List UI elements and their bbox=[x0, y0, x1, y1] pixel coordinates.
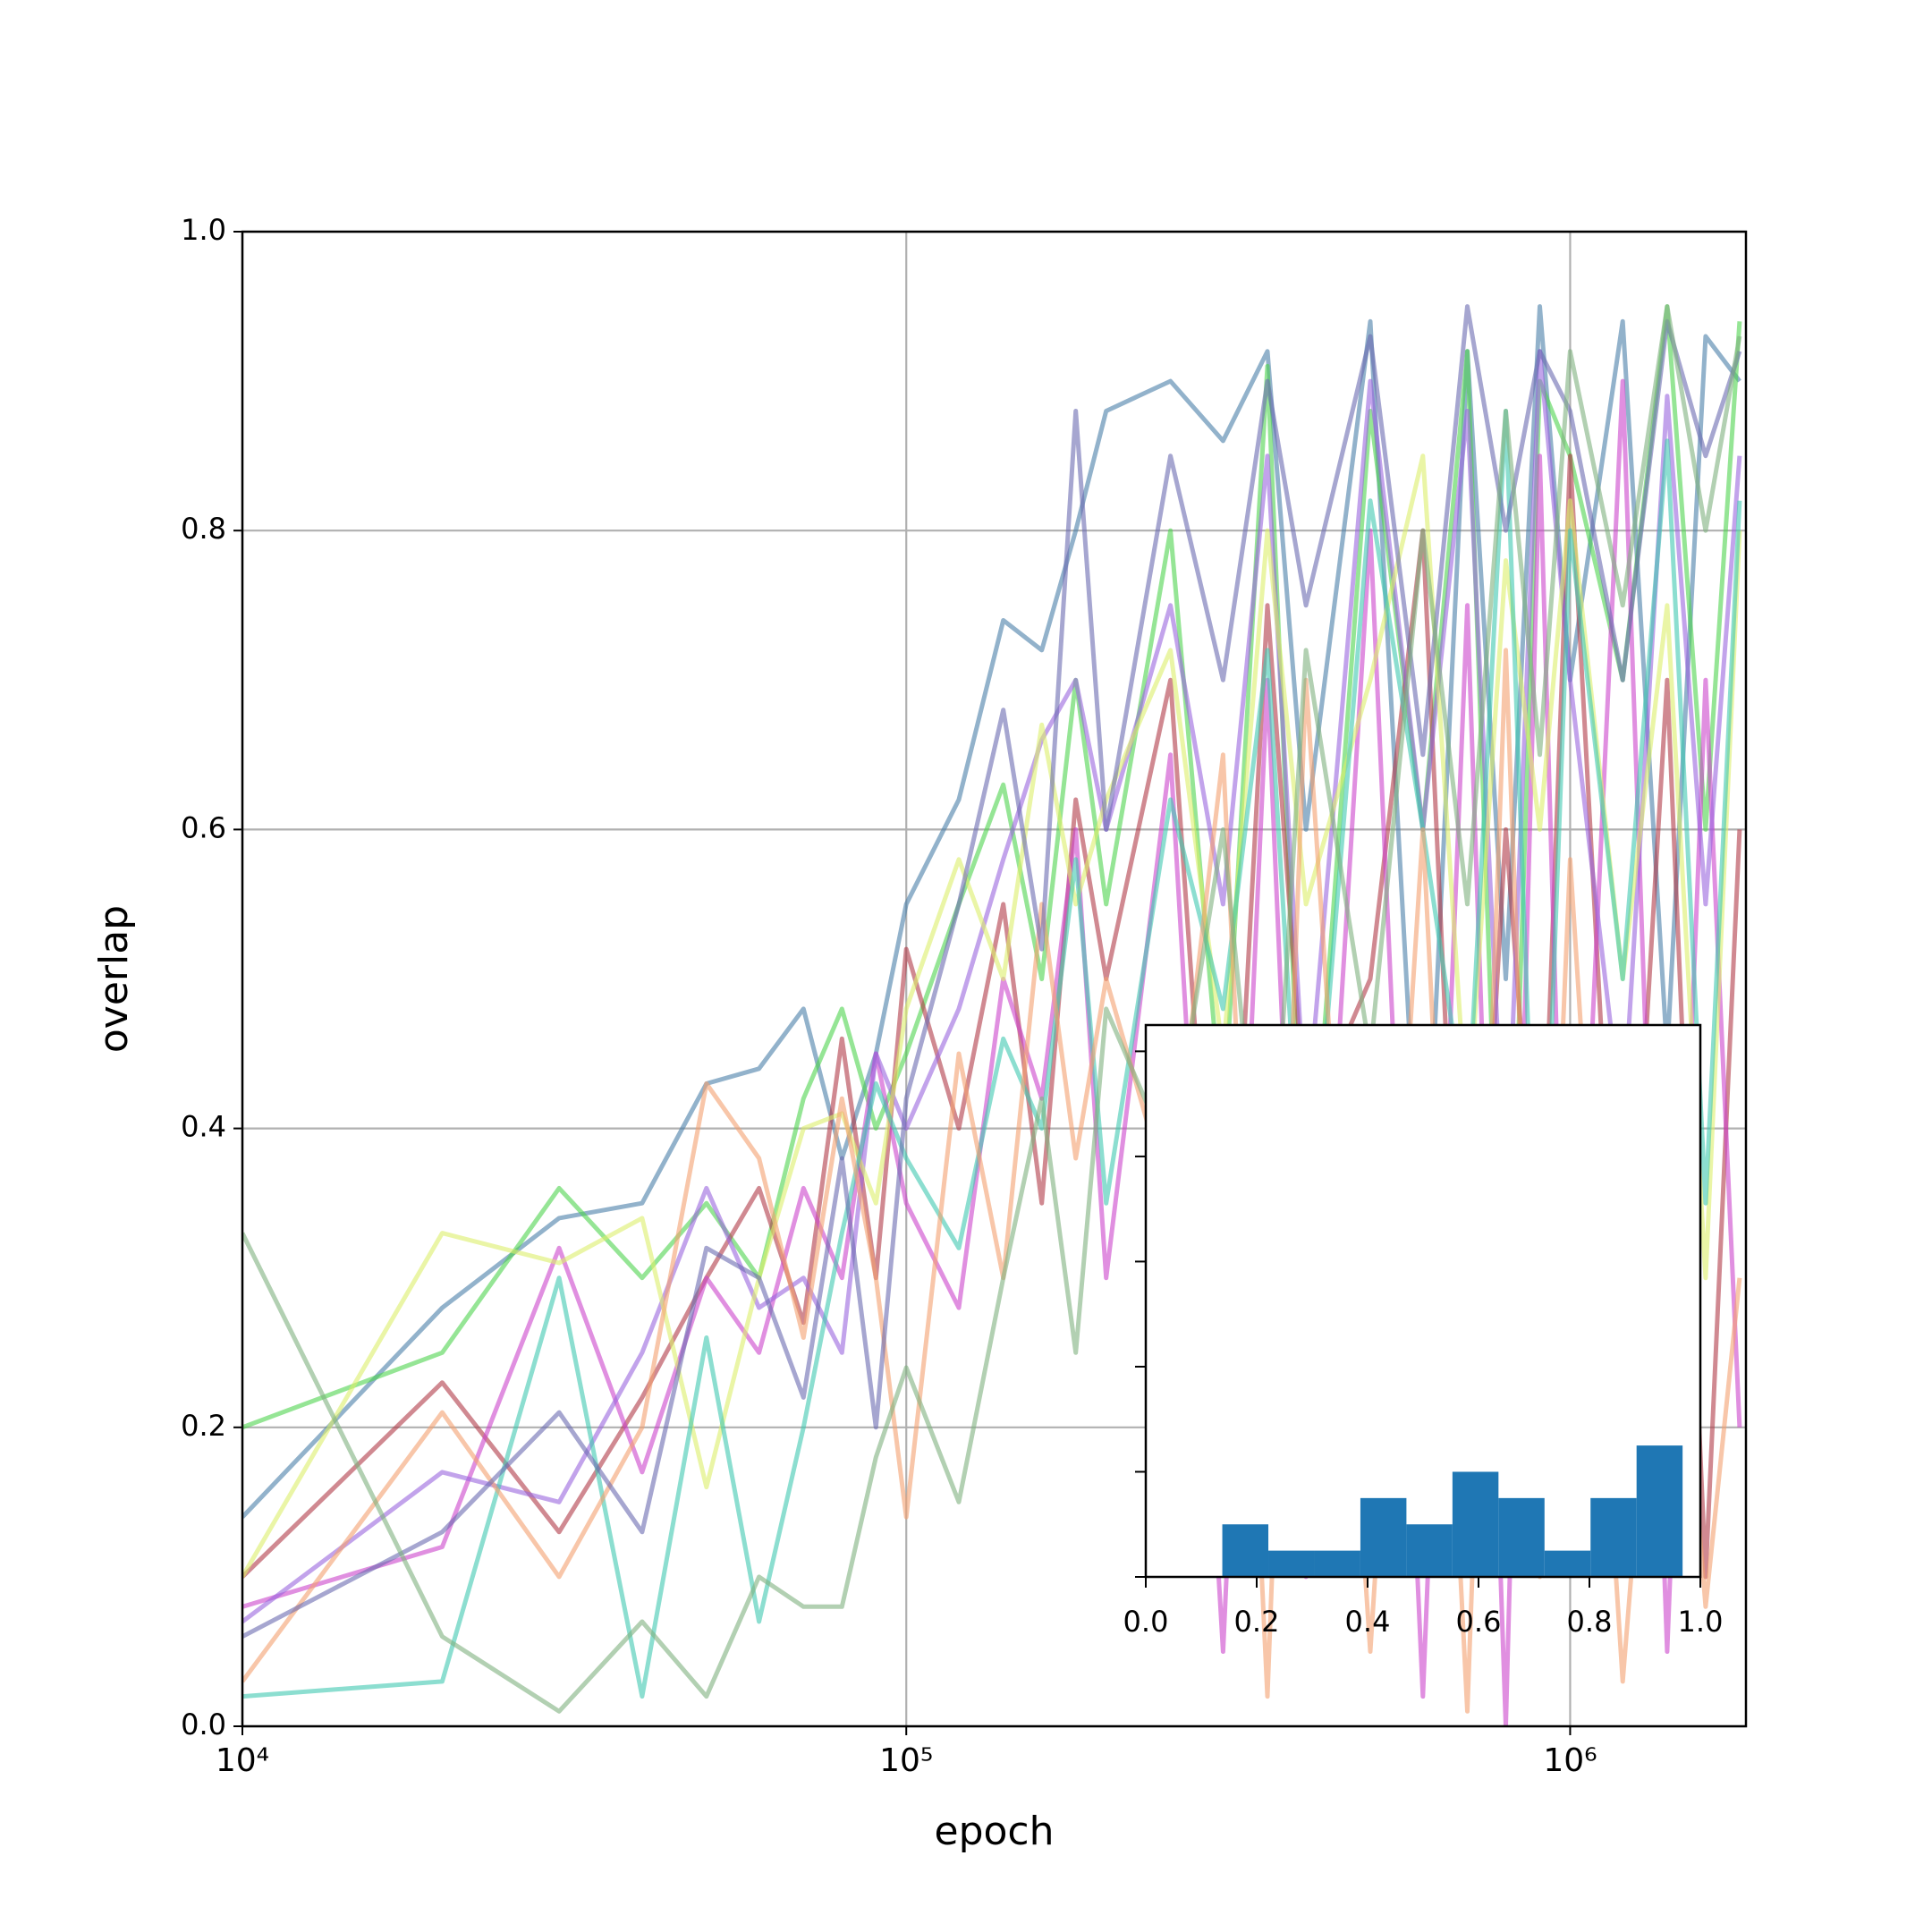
x-axis-label: epoch bbox=[935, 1809, 1055, 1854]
x-tick-label: 0.6 bbox=[1456, 1605, 1502, 1639]
series-line bbox=[242, 304, 1741, 1519]
histogram-bar bbox=[1544, 1550, 1591, 1577]
y-tick-label: 0.4 bbox=[181, 1110, 226, 1144]
series-line bbox=[242, 304, 1742, 1639]
inset-frame bbox=[1144, 1023, 1702, 1579]
x-tick-label: 0.4 bbox=[1345, 1605, 1391, 1639]
inset-background bbox=[1146, 1025, 1700, 1577]
histogram-bar bbox=[1498, 1497, 1545, 1577]
series-line bbox=[242, 304, 1742, 1430]
y-tick-label: 0.0 bbox=[181, 1707, 226, 1741]
lines bbox=[242, 304, 1742, 1726]
x-tick-label: 10⁵ bbox=[879, 1742, 933, 1779]
y-tick-label: 0.6 bbox=[181, 810, 226, 844]
axes-frame bbox=[241, 230, 1748, 1728]
histogram-bar bbox=[1636, 1445, 1683, 1577]
histogram-bar bbox=[1222, 1524, 1269, 1577]
histogram-bar bbox=[1360, 1497, 1407, 1577]
histogram-bar bbox=[1406, 1524, 1453, 1577]
histogram-bar bbox=[1452, 1471, 1499, 1577]
x-tick-label: 1.0 bbox=[1678, 1605, 1724, 1639]
series-line bbox=[242, 304, 1742, 1714]
y-tick-label: 1.0 bbox=[181, 213, 226, 247]
x-tick-label: 10⁶ bbox=[1543, 1742, 1597, 1779]
inset-axes: 0.0 0.2 0.4 0.6 0.8 1.0 bbox=[1123, 1023, 1724, 1639]
x-tick-label: 0.0 bbox=[1123, 1605, 1169, 1639]
y-axis-label: overlap bbox=[91, 905, 137, 1053]
x-tick-label: 0.8 bbox=[1567, 1605, 1613, 1639]
x-tick-label: 0.2 bbox=[1234, 1605, 1280, 1639]
x-tick-label: 10⁴ bbox=[216, 1742, 269, 1779]
histogram-bar bbox=[1590, 1497, 1637, 1577]
histogram-bar bbox=[1314, 1550, 1360, 1577]
y-tick-label: 0.8 bbox=[181, 512, 226, 546]
y-tick-label: 0.2 bbox=[181, 1409, 226, 1443]
histogram-bar bbox=[1268, 1550, 1315, 1577]
series-line bbox=[242, 378, 1742, 1726]
